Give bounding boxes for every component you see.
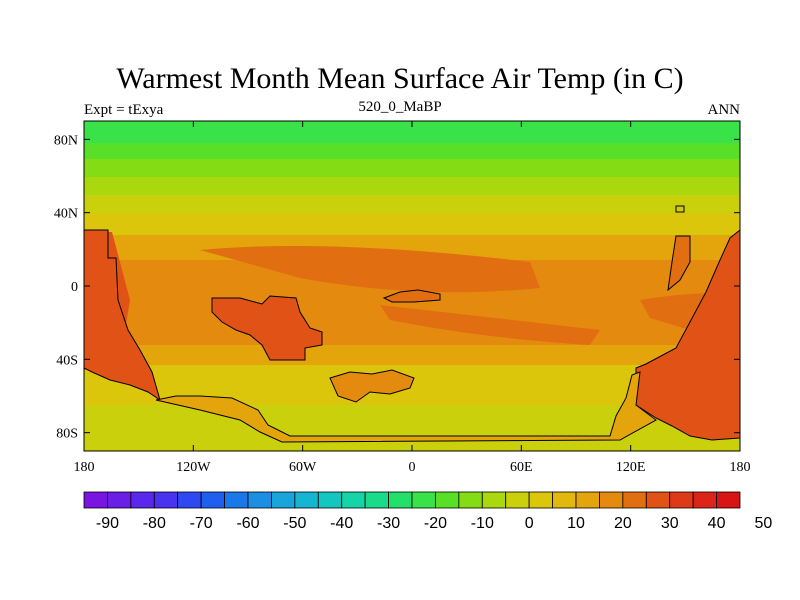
colorbar-swatch (528, 491, 553, 509)
lon-tick-label: 60W (289, 460, 317, 475)
lon-tick-label: 60E (510, 460, 533, 475)
colorbar-label: -10 (471, 515, 494, 532)
colorbar-swatch (224, 491, 249, 509)
season-label: ANN (707, 102, 741, 118)
colorbar-swatch (83, 491, 108, 509)
colorbar-swatch (107, 491, 132, 509)
lat-tick-label: 40N (54, 207, 78, 222)
colorbar-swatch (435, 491, 460, 509)
colorbar-swatch (317, 491, 343, 509)
colorbar-labels: -90 -80 -70 -60 -50 -40 -30 -20 -10 0 10 20 30 40 50 (96, 515, 773, 532)
colorbar-swatch (458, 491, 483, 509)
colorbar-label: -20 (424, 515, 447, 532)
lat-tick-label: 80S (56, 427, 78, 442)
colorbar-swatch (692, 491, 717, 509)
colorbar-label: 20 (614, 515, 632, 532)
colorbar-swatch (388, 491, 413, 509)
colorbar-swatch (341, 491, 366, 509)
lat-tick-label: 40S (56, 353, 78, 368)
colorbar-swatch (575, 491, 600, 509)
map-title: Warmest Month Mean Surface Air Temp (in … (116, 62, 684, 95)
experiment-label: Expt = tExya (84, 102, 164, 118)
colorbar-swatch (153, 491, 179, 509)
lon-tick-label: 120W (176, 460, 211, 475)
colorbar-swatch (411, 491, 436, 509)
colorbar-swatch (645, 491, 671, 509)
colorbar-swatch (481, 491, 507, 509)
colorbar-swatch (505, 491, 530, 509)
lat-tick-label: 0 (71, 280, 78, 295)
longitude-axis: 180 120W 60W 0 60E 120E 180 (74, 121, 751, 475)
lon-tick-label: 120E (616, 460, 646, 475)
temperature-field (84, 121, 740, 451)
colorbar-label: -70 (190, 515, 213, 532)
colorbar-swatch (669, 491, 694, 509)
latitude-axis: 80N 40N 0 40S 80S (54, 133, 740, 442)
colorbar-label: -80 (143, 515, 166, 532)
colorbar-label: -90 (96, 515, 119, 532)
colorbar-swatch (271, 491, 296, 509)
colorbar-label: 50 (755, 515, 773, 532)
colorbar-label: 0 (525, 515, 534, 532)
colorbar (83, 491, 741, 509)
colorbar-swatch (552, 491, 577, 509)
colorbar-label: -60 (236, 515, 259, 532)
colorbar-label: 30 (661, 515, 679, 532)
colorbar-swatch (200, 491, 225, 509)
colorbar-label: 40 (708, 515, 726, 532)
colorbar-swatch (130, 491, 155, 509)
colorbar-swatch (364, 491, 389, 509)
colorbar-swatch (622, 491, 647, 509)
colorbar-swatch (247, 491, 272, 509)
colorbar-label: -40 (330, 515, 353, 532)
colorbar-swatch (177, 491, 202, 509)
lon-tick-label: 180 (74, 460, 95, 475)
colorbar-swatch (599, 491, 624, 509)
colorbar-label: 10 (567, 515, 585, 532)
lat-tick-label: 80N (54, 133, 78, 148)
colorbar-label: -50 (283, 515, 306, 532)
colorbar-swatch (294, 491, 319, 509)
lon-tick-label: 0 (409, 460, 416, 475)
colorbar-label: -30 (377, 515, 400, 532)
colorbar-swatch (716, 491, 741, 509)
lon-tick-label: 180 (730, 460, 751, 475)
period-label: 520_0_MaBP (358, 99, 442, 115)
